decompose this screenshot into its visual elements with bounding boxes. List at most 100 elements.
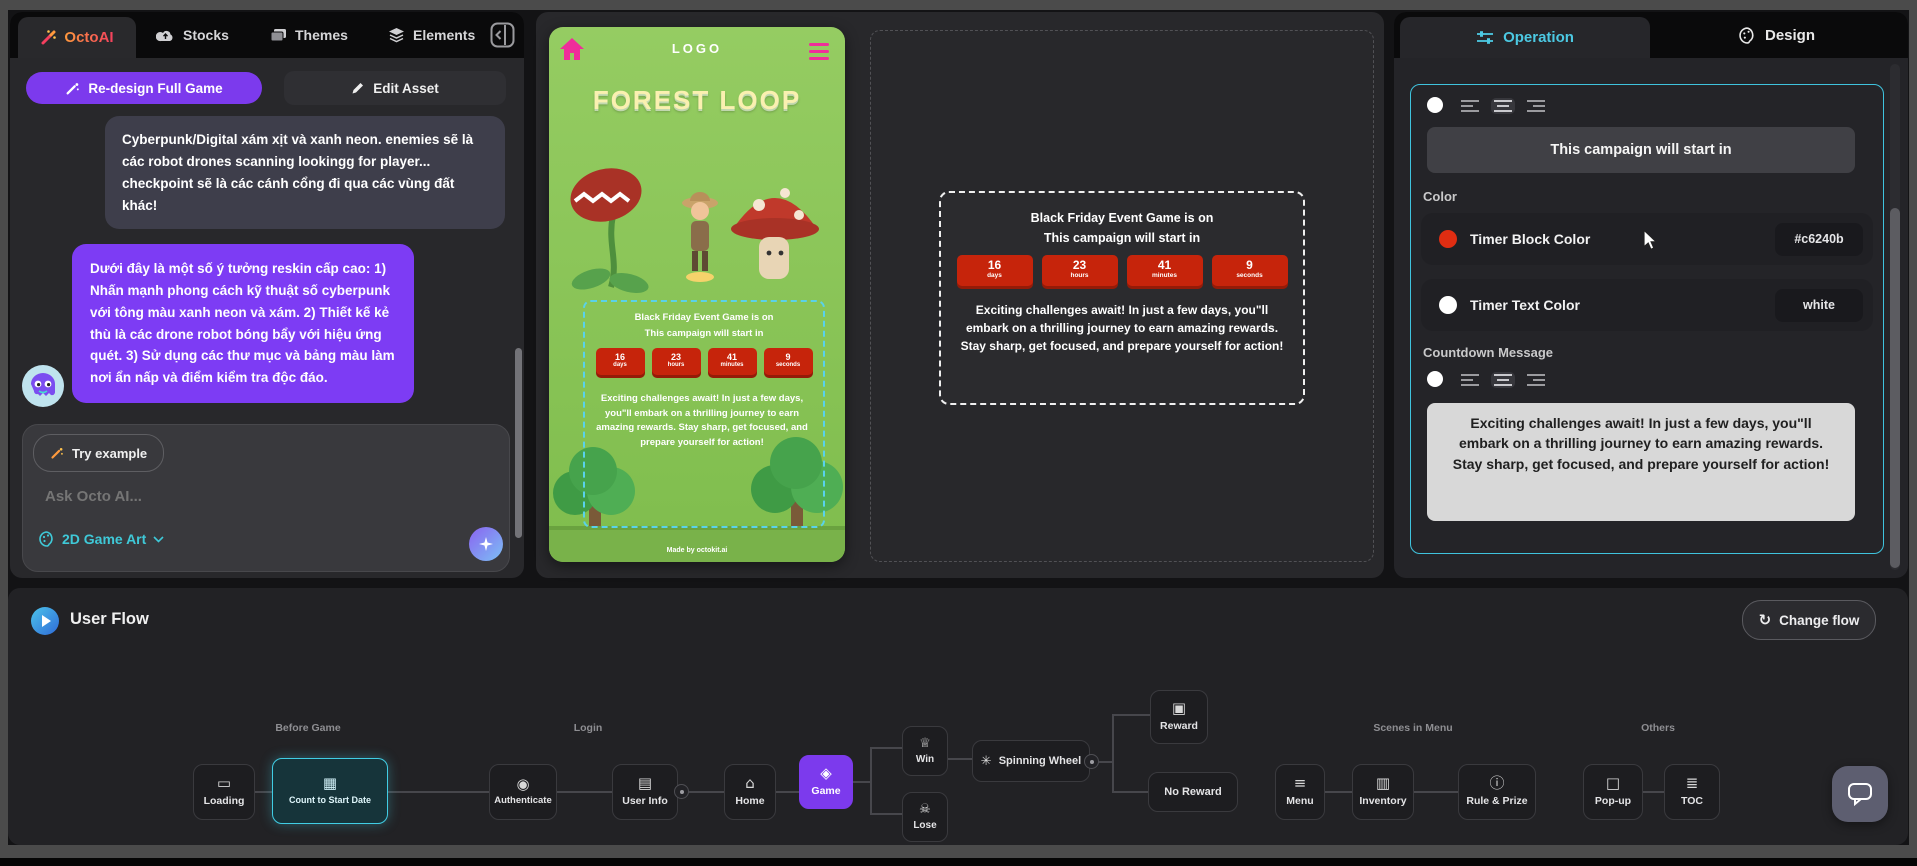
canvas-countdown-widget[interactable]: Black Friday Event Game is on This campa… [939,191,1305,405]
chat-message-assistant: Dưới đây là một số ý tưởng reskin cấp ca… [72,244,414,404]
countdown-heading1: Black Friday Event Game is on [1030,211,1214,225]
flow-node-authenticate[interactable]: ◉ Authenticate [489,764,557,820]
chat-panel: OctoAI Stocks Themes [10,12,524,578]
timer-block-color-swatch[interactable] [1439,230,1457,248]
timer-text-color-swatch[interactable] [1439,296,1457,314]
menu-icon: ≡ [1293,774,1307,793]
campaign-heading-input[interactable] [1427,127,1855,173]
align-center-icon[interactable] [1491,98,1515,114]
grass-strip [549,526,845,562]
align-left-icon[interactable] [1459,372,1483,388]
trophy-icon: ♕ [919,735,931,751]
align-right-icon[interactable] [1523,98,1547,114]
calendar-icon: ▦ [322,774,338,793]
flow-node-loading[interactable]: ▭ Loading [193,764,255,820]
mode-select[interactable]: 2D Game Art [39,531,164,547]
operation-settings-group: Color Timer Block Color #c6240b Timer Te… [1410,84,1884,554]
eye-badge[interactable] [674,784,689,799]
timer-text-color-row[interactable]: Timer Text Color white [1421,279,1873,331]
sparkle-icon [479,537,493,551]
phone-preview[interactable]: LOGO FOREST LOOP [549,27,845,562]
design-canvas[interactable]: Black Friday Event Game is on This campa… [870,30,1374,562]
timer-block-color-value[interactable]: #c6240b [1775,222,1863,256]
layers-icon [389,28,404,43]
window-frame-right [1909,0,1917,858]
flow-node-game[interactable]: ◈ Game [799,755,853,809]
tab-design[interactable]: Design [1652,12,1902,58]
flow-node-reward[interactable]: ▣ Reward [1150,690,1208,744]
countdown-message: Exciting challenges await! In just a few… [596,393,808,449]
phone-countdown-widget[interactable]: Black Friday Event Game is on This campa… [583,300,825,528]
magic-wand-icon [51,447,63,459]
timer-block: 23 hours [1041,255,1118,289]
game-title: FOREST LOOP [592,85,802,115]
taskbar-strip [0,858,1917,866]
countdown-message-textarea[interactable]: Exciting challenges await! In just a few… [1427,403,1855,521]
try-example-button[interactable]: Try example [33,434,165,472]
timer-block: 16 days [956,255,1033,289]
flow-node-rule-prize[interactable]: ⓘ Rule & Prize [1458,764,1536,820]
align-right-icon[interactable] [1523,372,1547,388]
flow-node-popup[interactable]: □ Pop-up [1583,764,1643,820]
timer-block: 16 days [595,348,645,378]
edit-asset-button[interactable]: Edit Asset [284,71,506,105]
nav-item-stocks[interactable]: Stocks [156,12,229,58]
tab-operation[interactable]: Operation [1400,17,1650,58]
support-chat-button[interactable] [1832,766,1888,822]
nav-item-elements[interactable]: Elements [388,12,475,58]
text-color-swatch[interactable] [1427,371,1443,387]
flow-node-inventory[interactable]: ▥ Inventory [1352,764,1414,820]
group-label-scenes-in-menu: Scenes in Menu [1373,722,1453,734]
mouse-cursor [1642,229,1658,255]
timer-text-color-label: Timer Text Color [1470,297,1580,313]
redesign-label: Re-design Full Game [88,80,223,96]
inspector-scrollbar-thumb[interactable] [1890,208,1900,568]
wheel-icon: ✳ [980,753,992,769]
inspector-tabbar: Operation Design [1394,12,1908,58]
group-label-others: Others [1641,722,1675,734]
chat-scrollbar[interactable] [515,348,522,538]
flow-node-menu[interactable]: ≡ Menu [1275,764,1325,820]
redesign-full-game-button[interactable]: Re-design Full Game [26,72,262,104]
info-icon: ⓘ [1489,774,1505,793]
home-icon: ⌂ [745,774,755,793]
text-color-swatch[interactable] [1427,97,1443,113]
eye-badge[interactable] [1084,754,1099,769]
flow-node-no-reward[interactable]: No Reward [1148,772,1238,812]
inventory-icon: ▥ [1375,774,1391,793]
userflow-title: User Flow [70,610,149,628]
flow-node-lose[interactable]: ☠ Lose [902,792,948,842]
flow-node-user-info[interactable]: ▤ User Info [612,764,678,820]
id-card-icon: ▤ [637,774,653,793]
ask-octo-input[interactable] [43,487,477,506]
countdown-message: Exciting challenges await! In just a few… [960,303,1284,353]
flow-node-home[interactable]: ⌂ Home [724,764,776,820]
top-nav: OctoAI Stocks Themes [10,12,524,58]
tab-octoai[interactable]: OctoAI [18,17,136,58]
timer-block-color-label: Timer Block Color [1470,231,1591,247]
collapse-sidebar-icon[interactable] [490,22,515,53]
align-center-icon[interactable] [1491,372,1515,388]
timer-text-color-value[interactable]: white [1775,288,1863,322]
timer-block: 9 seconds [1211,255,1288,289]
home-icon[interactable] [559,37,585,66]
nav-item-themes[interactable]: Themes [270,12,348,58]
folder-stack-icon [270,28,286,41]
send-button[interactable] [469,527,503,561]
userflow-panel: User Flow ↻ Change flow Before Game Logi… [8,588,1908,845]
play-icon[interactable] [30,606,60,641]
timer-block: 23 hours [651,348,701,378]
gift-icon: ▣ [1171,699,1187,718]
chat-message-user: Cyberpunk/Digital xám xịt và xanh neon. … [105,116,505,230]
menu-hamburger-icon[interactable] [809,43,829,60]
window-frame-top [0,0,1917,10]
flow-node-count-to-start-date[interactable]: ▦ Count to Start Date [272,758,388,824]
align-left-icon[interactable] [1459,98,1483,114]
loading-icon: ▭ [216,774,232,793]
flow-node-win[interactable]: ♕ Win [902,726,948,776]
toc-icon: ≣ [1685,774,1699,793]
change-flow-button[interactable]: ↻ Change flow [1742,600,1876,640]
flow-node-toc[interactable]: ≣ TOC [1664,764,1720,820]
flow-node-spinning-wheel[interactable]: ✳ Spinning Wheel [972,740,1090,782]
